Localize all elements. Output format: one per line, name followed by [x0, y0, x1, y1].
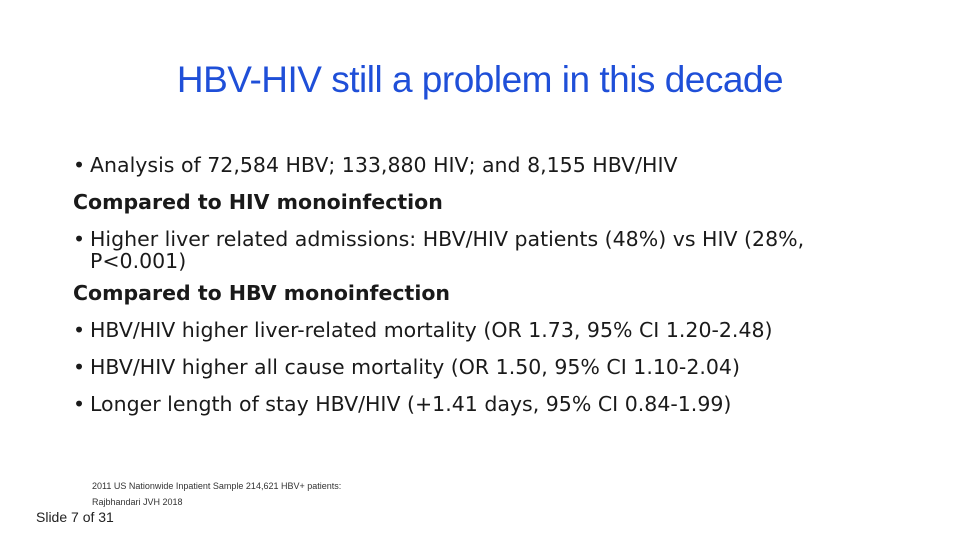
bullet-all-cause-mortality: • HBV/HIV higher all cause mortality (OR …: [73, 349, 903, 386]
bullet-dot-icon: •: [73, 153, 86, 177]
bullet-liver-mortality-text: HBV/HIV higher liver-related mortality (…: [90, 318, 773, 342]
bullet-length-of-stay-text: Longer length of stay HBV/HIV (+1.41 day…: [90, 392, 732, 416]
bullet-admissions-continuation: P<0.001): [90, 249, 187, 273]
bullet-analysis: • Analysis of 72,584 HBV; 133,880 HIV; an…: [73, 147, 903, 184]
bullet-admissions: • Higher liver related admissions: HBV/HI…: [73, 221, 903, 275]
bullet-dot-icon: •: [73, 227, 86, 251]
bullet-dot-icon: •: [73, 318, 86, 342]
bullet-analysis-text: Analysis of 72,584 HBV; 133,880 HIV; and…: [90, 153, 678, 177]
bullet-length-of-stay: • Longer length of stay HBV/HIV (+1.41 da…: [73, 386, 903, 423]
bullet-admissions-text: Higher liver related admissions: HBV/HIV…: [90, 227, 805, 251]
section-heading-hbv: Compared to HBV monoinfection: [73, 281, 451, 305]
bullet-all-cause-mortality-text: HBV/HIV higher all cause mortality (OR 1…: [90, 355, 740, 379]
reference-line-1: 2011 US Nationwide Inpatient Sample 214,…: [92, 481, 342, 491]
reference-citation: 2011 US Nationwide Inpatient Sample 214,…: [92, 478, 341, 510]
bullet-liver-mortality: • HBV/HIV higher liver-related mortality …: [73, 312, 903, 349]
reference-line-2: Rajbhandari JVH 2018: [92, 497, 183, 507]
section-heading-hiv: Compared to HIV monoinfection: [73, 190, 443, 214]
slide-body: • Analysis of 72,584 HBV; 133,880 HIV; an…: [73, 147, 903, 423]
bullet-dot-icon: •: [73, 355, 86, 379]
slide-title: HBV-HIV still a problem in this decade: [176, 59, 784, 100]
slide-number: Slide 7 of 31: [36, 509, 114, 525]
bullet-dot-icon: •: [73, 392, 86, 416]
